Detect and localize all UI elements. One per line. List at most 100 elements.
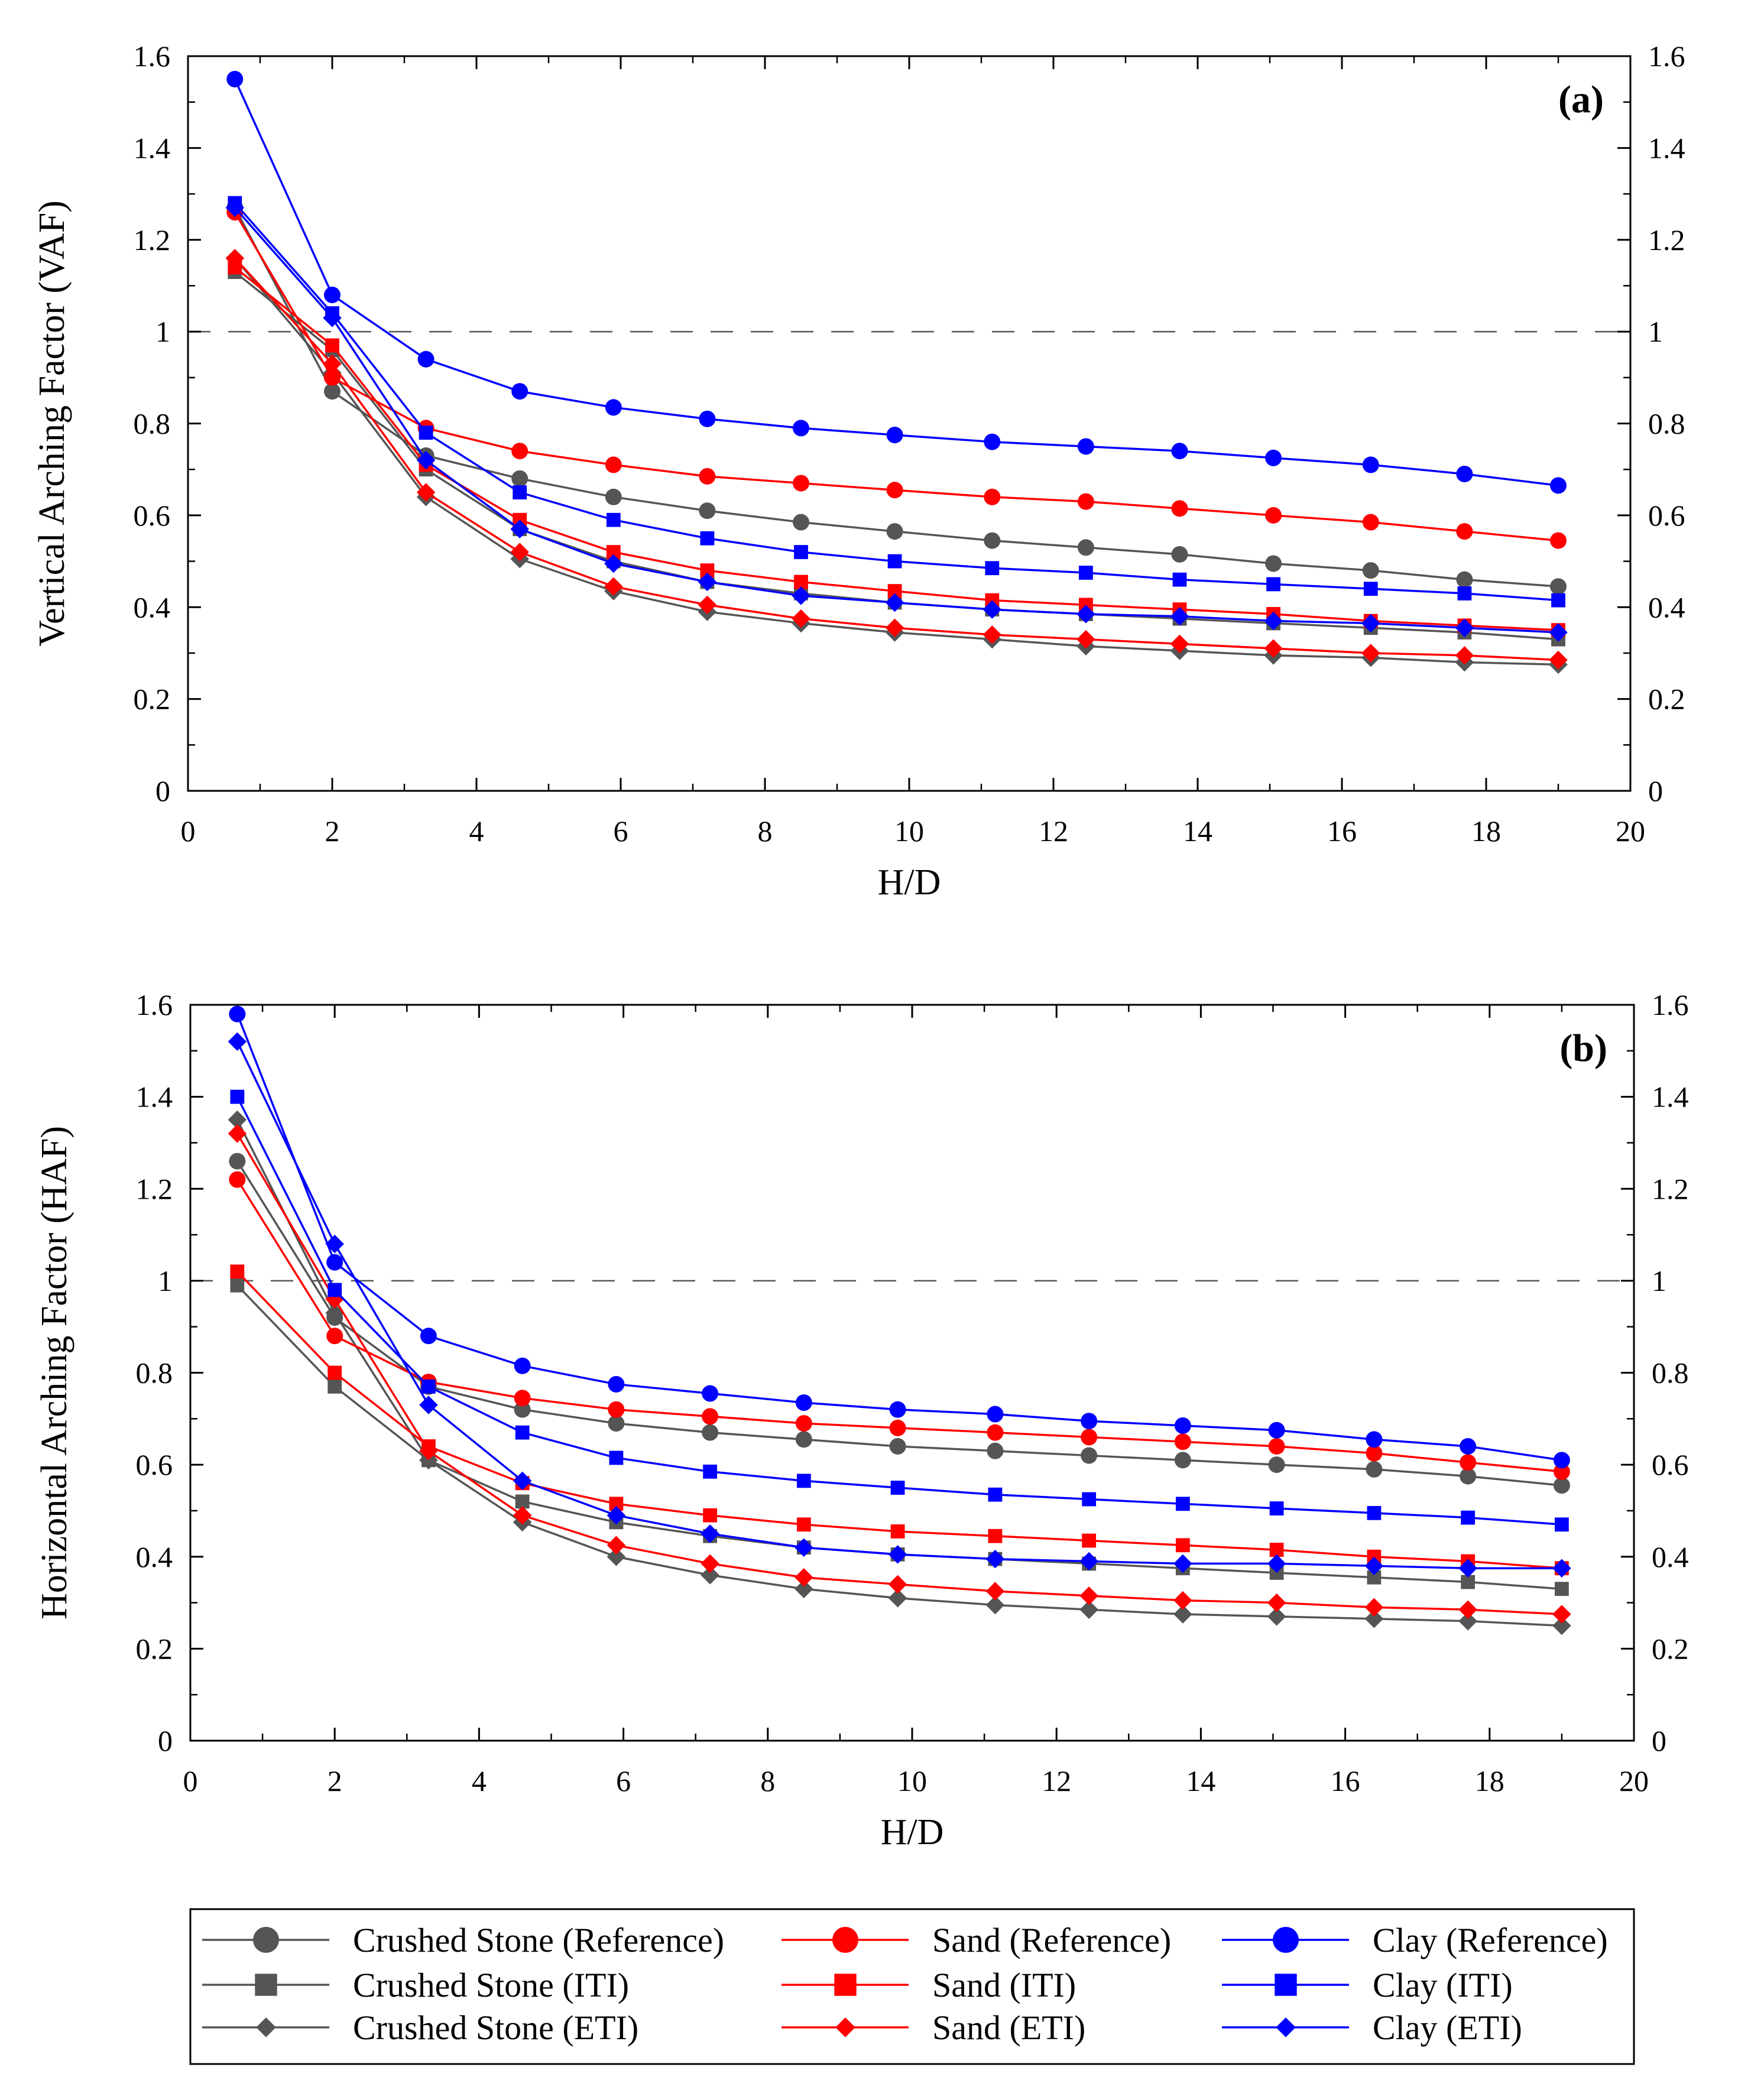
y-tick-label-left: 0.6 <box>136 1448 173 1481</box>
data-point <box>796 1517 811 1532</box>
x-tick-label: 6 <box>614 814 628 848</box>
legend-item: Sand (Reference) <box>782 1921 1171 1959</box>
y-tick-label-right: 0.6 <box>1652 1448 1689 1481</box>
x-tick-label: 14 <box>1183 814 1212 848</box>
data-point <box>606 545 621 559</box>
series-crushed-stone-eti <box>228 1110 1571 1635</box>
data-point <box>326 1254 343 1271</box>
data-point <box>1079 1586 1098 1605</box>
data-point <box>1455 618 1474 637</box>
data-point <box>513 485 527 499</box>
data-point <box>1081 1413 1098 1430</box>
series-clay-reference <box>229 1005 1570 1469</box>
data-point <box>1457 586 1472 601</box>
data-point <box>1552 1559 1571 1578</box>
data-point <box>1366 1431 1383 1448</box>
data-point <box>793 514 809 531</box>
data-point <box>1367 1505 1382 1520</box>
data-point <box>988 1487 1003 1502</box>
legend-item: Crushed Stone (ITI) <box>202 1966 629 2004</box>
data-point <box>793 475 809 492</box>
data-point <box>885 618 904 637</box>
y-tick-label-left: 0.6 <box>134 499 171 532</box>
data-point <box>1361 644 1380 663</box>
x-tick-label: 12 <box>1042 1764 1071 1797</box>
data-point <box>886 426 903 443</box>
data-point <box>985 561 1000 576</box>
data-point <box>605 399 622 416</box>
data-point <box>886 523 903 540</box>
legend-item: Crushed Stone (Reference) <box>202 1921 724 1959</box>
y-tick-label-left: 1.4 <box>136 1080 173 1114</box>
legend-item: Clay (ITI) <box>1222 1966 1513 2004</box>
legend: Crushed Stone (Reference) Crushed Stone (… <box>189 1908 1635 2065</box>
data-point <box>699 502 716 520</box>
data-point <box>226 70 244 87</box>
data-point <box>1266 577 1280 592</box>
series-line <box>236 1160 1562 1487</box>
legend-marker <box>1275 1974 1297 1996</box>
data-point <box>890 1524 905 1539</box>
data-point <box>984 488 1001 505</box>
series-line <box>236 1013 1562 1462</box>
x-tick-label: 0 <box>181 814 196 848</box>
x-tick-label: 18 <box>1471 814 1501 848</box>
y-tick-label-right: 0.4 <box>1648 590 1685 624</box>
y-tick-label-right: 0.8 <box>1652 1356 1689 1390</box>
data-point <box>1082 1533 1097 1548</box>
data-point <box>1265 507 1282 524</box>
data-point <box>701 1566 719 1585</box>
legend-label: Sand (ITI) <box>932 1966 1076 2004</box>
y-tick-label-right: 1 <box>1652 1264 1666 1297</box>
data-point <box>1173 1591 1192 1610</box>
data-point <box>1265 555 1282 572</box>
data-point <box>225 249 245 268</box>
data-point <box>1269 1543 1284 1557</box>
x-axis-label: H/D <box>878 862 941 903</box>
x-tick-label: 12 <box>1039 814 1068 848</box>
y-tick-label-right: 0.2 <box>1652 1632 1689 1665</box>
data-point <box>607 1505 626 1525</box>
y-axis-label: Horizontal Arching Factor (HAF) <box>34 1126 74 1620</box>
data-point <box>1549 623 1568 642</box>
data-point <box>229 1153 246 1170</box>
y-tick-label-right: 1.4 <box>1648 131 1685 164</box>
data-point <box>887 554 902 569</box>
y-tick-label-left: 1.6 <box>136 988 173 1021</box>
data-point <box>703 1464 718 1479</box>
data-point <box>324 383 341 400</box>
data-point <box>796 1474 811 1488</box>
data-point <box>1174 1417 1191 1434</box>
data-point <box>888 1589 907 1608</box>
data-point <box>608 1415 625 1432</box>
x-tick-label: 4 <box>469 814 484 848</box>
series-clay-eti <box>225 198 1568 642</box>
chart-panel-a: 0 00.2 0.20.4 0.40.6 0.60.8 0.81 11.2 1.21.4 1.4… <box>32 40 1685 903</box>
x-tick-label: 8 <box>758 814 773 848</box>
legend-marker <box>1276 2017 1296 2037</box>
data-point <box>416 450 436 470</box>
data-point <box>1456 523 1473 540</box>
legend-marker <box>255 1974 277 1996</box>
data-point <box>1361 614 1380 633</box>
data-point <box>795 1538 813 1557</box>
y-tick-label-right: 0.2 <box>1648 683 1685 716</box>
data-point <box>327 1365 342 1380</box>
data-point <box>1172 572 1187 587</box>
data-point <box>1268 1456 1285 1474</box>
data-point <box>1367 1570 1382 1585</box>
legend-item: Sand (ITI) <box>782 1966 1076 2004</box>
legend-label: Crushed Stone (ETI) <box>353 2008 638 2047</box>
data-point <box>607 1547 626 1566</box>
data-point <box>1267 1554 1286 1573</box>
data-point <box>885 593 904 612</box>
legend-label: Sand (Reference) <box>932 1921 1171 1959</box>
data-point <box>1555 1582 1569 1596</box>
data-point <box>985 1595 1005 1615</box>
data-point <box>1362 456 1379 473</box>
data-point <box>1077 438 1094 455</box>
data-point <box>228 1124 247 1143</box>
data-point <box>514 1390 531 1407</box>
data-point <box>1267 1593 1286 1612</box>
legend-item: Crushed Stone (ETI) <box>202 2008 638 2047</box>
